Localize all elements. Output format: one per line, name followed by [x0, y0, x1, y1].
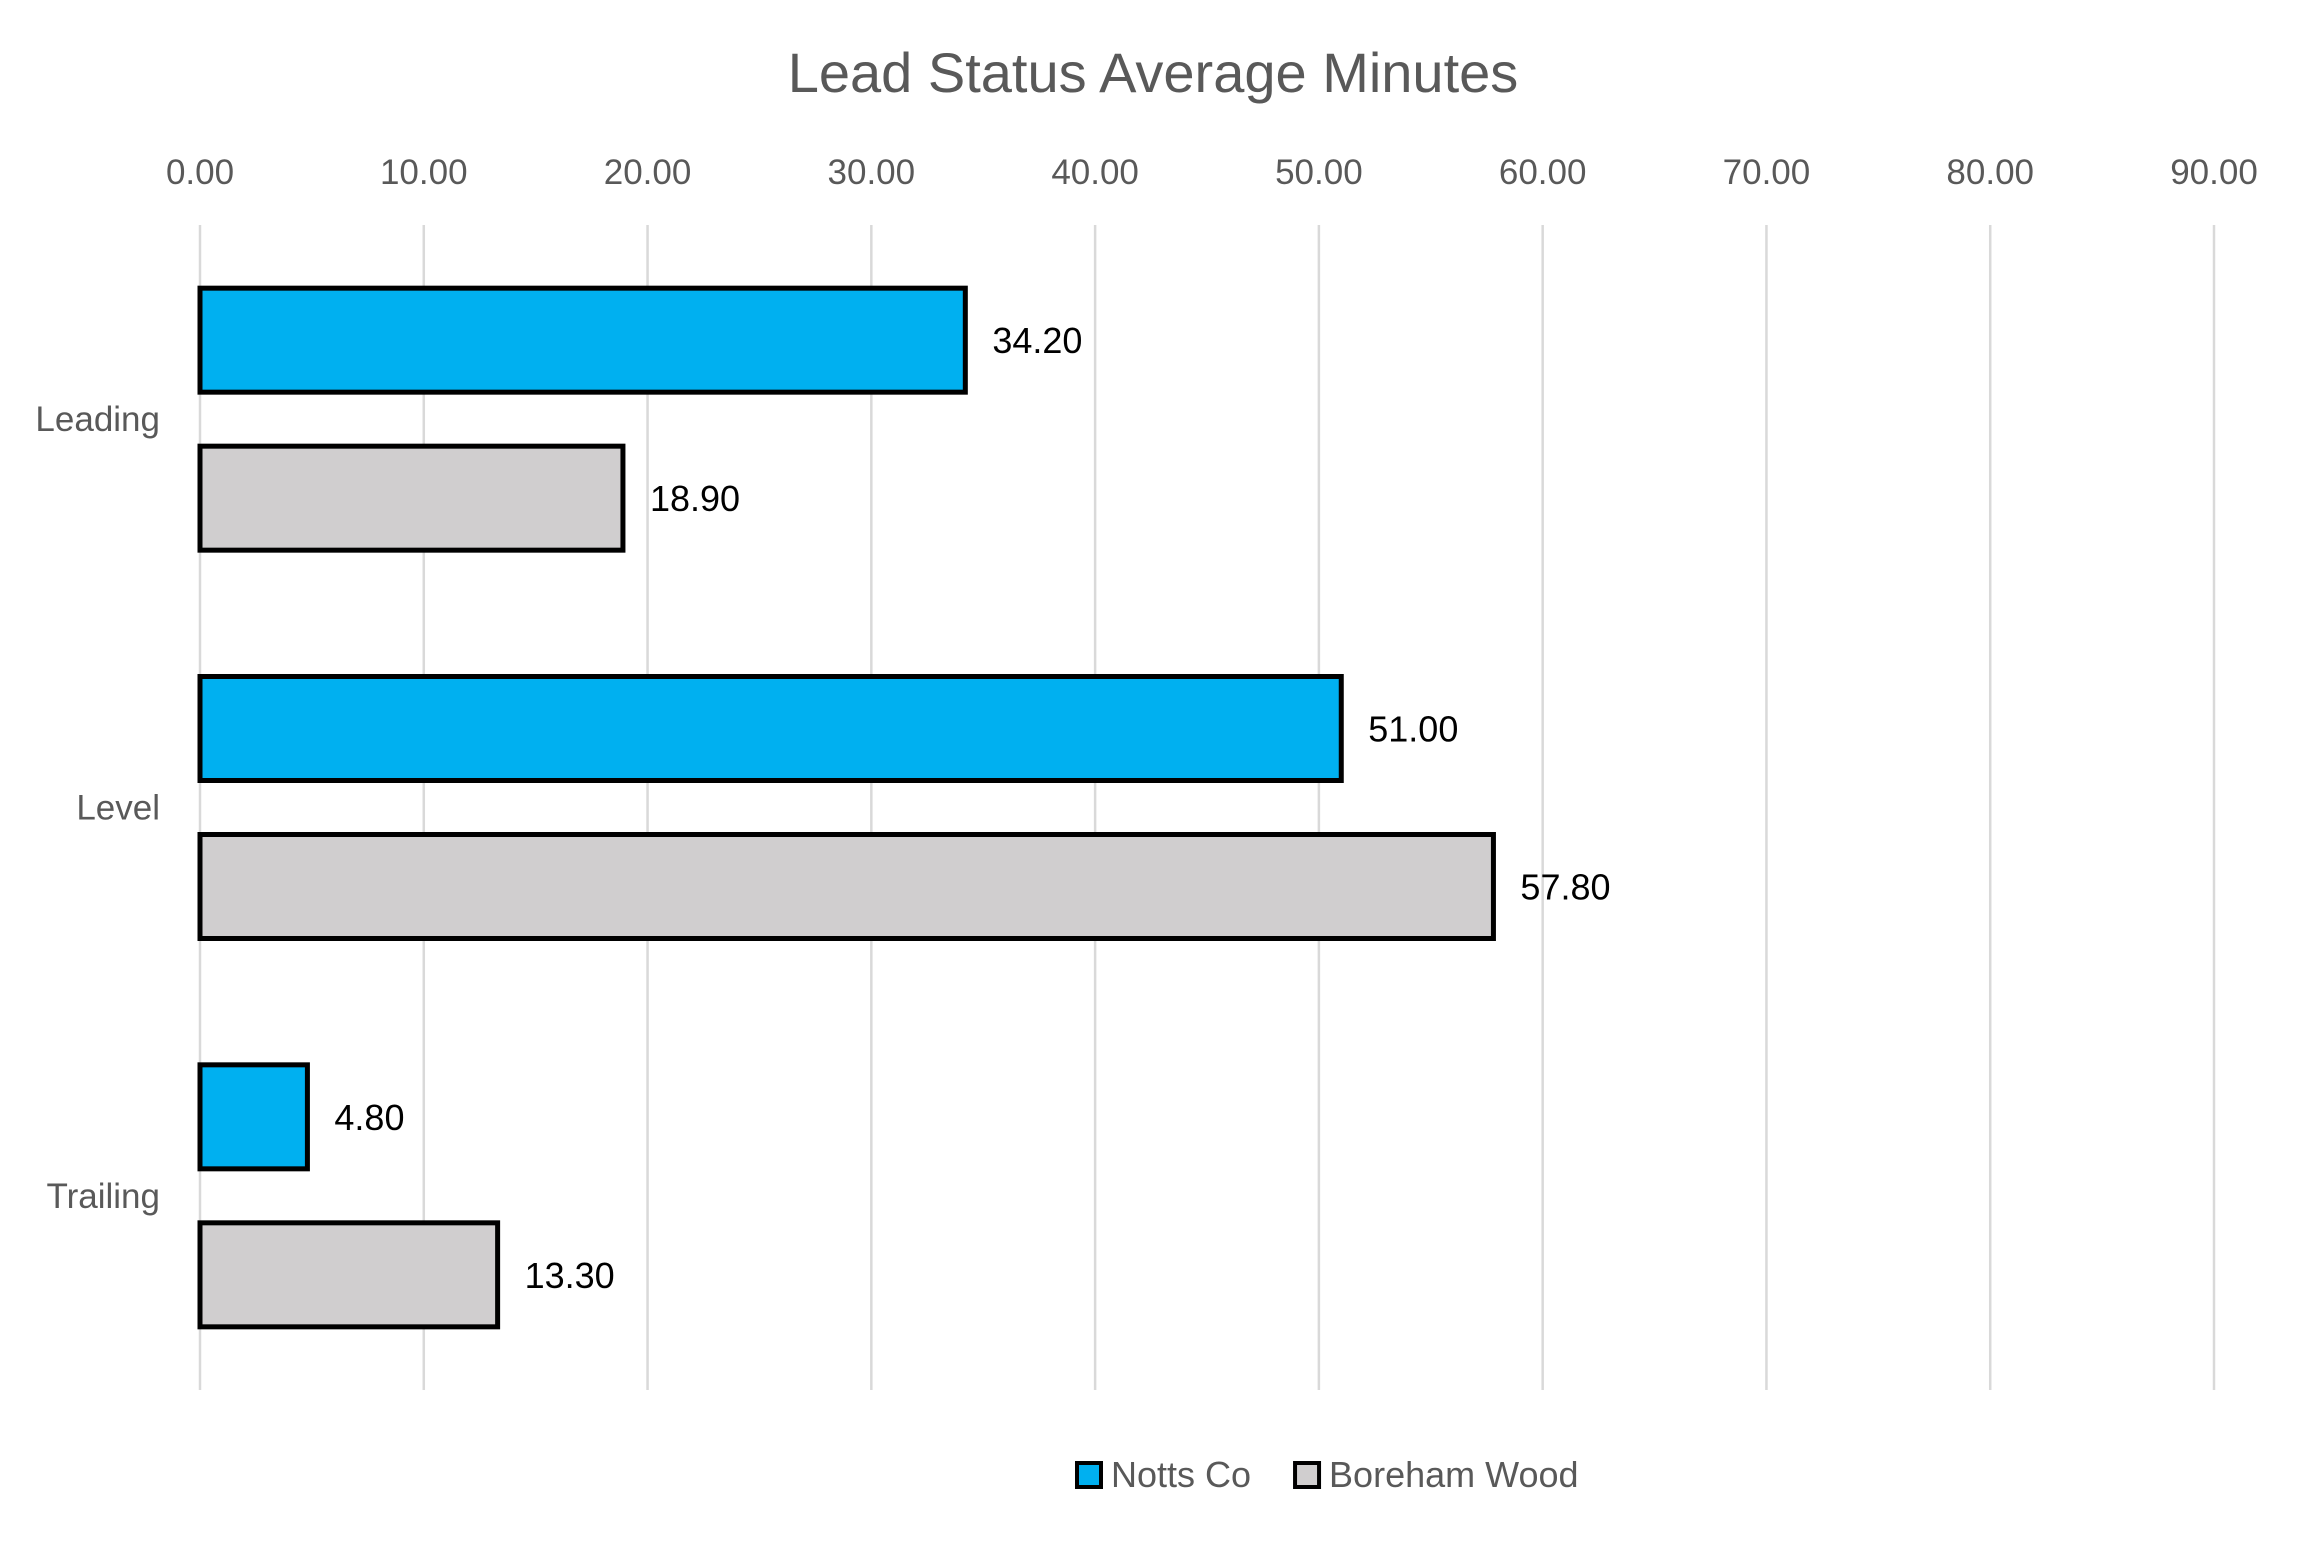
x-tick-label: 0.00 — [166, 153, 234, 192]
chart-title: Lead Status Average Minutes — [788, 41, 1519, 104]
x-tick-label: 10.00 — [380, 153, 468, 192]
data-label: 34.20 — [992, 320, 1082, 361]
x-tick-label: 40.00 — [1051, 153, 1139, 192]
x-tick-label: 60.00 — [1499, 153, 1587, 192]
gridlines — [198, 225, 2216, 1390]
bar — [197, 832, 1496, 941]
x-tick-label: 90.00 — [2170, 153, 2258, 192]
x-tick-label: 70.00 — [1723, 153, 1811, 192]
bars — [197, 285, 1496, 1330]
bar — [197, 443, 626, 553]
data-label: 57.80 — [1520, 867, 1610, 908]
legend-label: Boreham Wood — [1329, 1454, 1578, 1495]
legend: Notts Co Boreham Wood — [1075, 1454, 1579, 1495]
legend-swatch — [1075, 1461, 1103, 1489]
data-label: 18.90 — [650, 478, 740, 519]
data-labels: 34.20 18.90 51.00 57.80 4.80 13.30 — [334, 320, 1610, 1296]
x-tick-label: 20.00 — [604, 153, 692, 192]
data-label: 13.30 — [525, 1255, 615, 1296]
x-tick-label: 30.00 — [828, 153, 916, 192]
x-axis-ticks: 0.00 10.00 20.00 30.00 40.00 50.00 60.00 70.00 8… — [166, 153, 2258, 192]
bar — [197, 1062, 310, 1172]
bar — [197, 674, 1344, 783]
legend-label: Notts Co — [1111, 1454, 1251, 1495]
x-tick-label: 80.00 — [1946, 153, 2034, 192]
x-tick-label: 50.00 — [1275, 153, 1363, 192]
category-label: Trailing — [47, 1177, 160, 1216]
category-label: Level — [76, 789, 160, 828]
bar — [197, 1220, 501, 1330]
category-labels: Leading Level Trailing — [35, 400, 160, 1216]
category-label: Leading — [35, 400, 160, 439]
data-label: 4.80 — [334, 1097, 404, 1138]
legend-swatch — [1293, 1461, 1322, 1489]
bar — [197, 285, 968, 395]
data-label: 51.00 — [1368, 709, 1458, 750]
